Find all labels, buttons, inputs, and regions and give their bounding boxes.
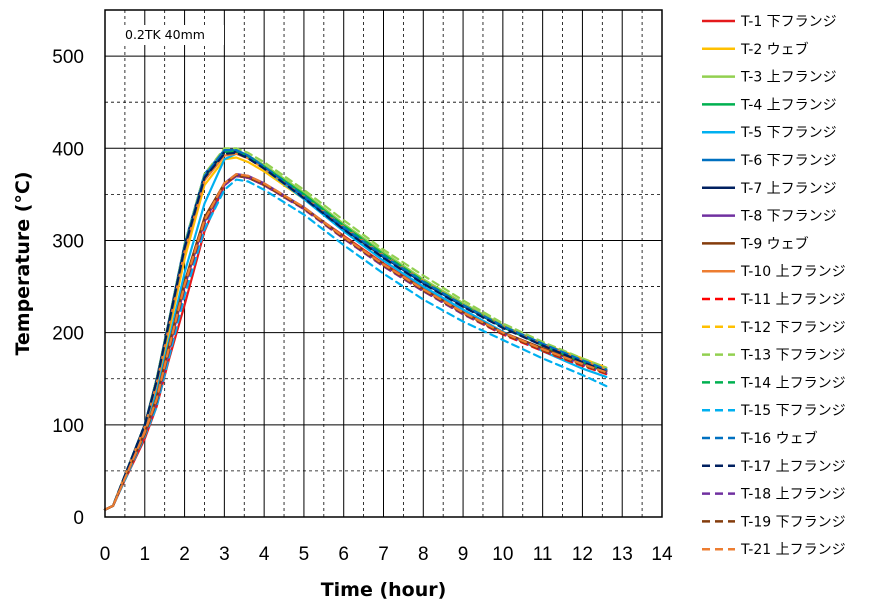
chart-annotation: 0.2TK 40mm bbox=[125, 27, 205, 42]
grid bbox=[105, 10, 662, 517]
legend-label: T-1 下フランジ bbox=[740, 14, 837, 30]
legend-label: T-3 上フランジ bbox=[740, 70, 837, 86]
legend-label: T-12 下フランジ bbox=[740, 320, 846, 336]
legend-item: T-15 下フランジ bbox=[702, 403, 846, 419]
legend-label: T-15 下フランジ bbox=[740, 403, 846, 419]
plot-area bbox=[103, 147, 608, 511]
series-line-T-7 bbox=[103, 150, 608, 511]
legend-label: T-19 下フランジ bbox=[740, 514, 846, 530]
annotation-background bbox=[120, 25, 224, 45]
legend-item: T-11 上フランジ bbox=[702, 292, 846, 308]
legend-item: T-5 下フランジ bbox=[702, 125, 837, 141]
legend-item: T-19 下フランジ bbox=[702, 514, 846, 530]
x-tick-label: 6 bbox=[338, 544, 349, 565]
legend-item: T-4 上フランジ bbox=[702, 97, 837, 113]
legend-item: T-10 上フランジ bbox=[702, 264, 846, 280]
series-line-T-19 bbox=[103, 173, 608, 511]
legend-item: T-9 ウェブ bbox=[702, 235, 809, 252]
plot-frame bbox=[104, 9, 663, 518]
legend-label: T-4 上フランジ bbox=[740, 97, 837, 113]
legend-label: T-7 上フランジ bbox=[740, 181, 837, 197]
x-tick-label: 13 bbox=[612, 544, 633, 565]
legend-item: T-17 上フランジ bbox=[702, 459, 846, 475]
legend-item: T-12 下フランジ bbox=[702, 320, 846, 336]
legend-label: T-21 上フランジ bbox=[740, 542, 846, 558]
legend-label: T-2 ウェブ bbox=[740, 41, 809, 58]
legend-item: T-6 下フランジ bbox=[702, 153, 837, 169]
x-tick-label: 7 bbox=[378, 544, 389, 565]
legend-item: T-14 上フランジ bbox=[702, 375, 846, 391]
legend-label: T-13 下フランジ bbox=[740, 348, 846, 364]
legend-label: T-18 上フランジ bbox=[740, 487, 846, 503]
x-tick-label: 5 bbox=[299, 544, 310, 565]
series-line-T-10 bbox=[103, 152, 608, 511]
legend-label: T-8 下フランジ bbox=[740, 209, 837, 225]
x-axis-title: Time (hour) bbox=[321, 579, 447, 601]
legend-item: T-3 上フランジ bbox=[702, 70, 837, 86]
x-tick-label: 10 bbox=[492, 544, 513, 565]
legend-item: T-1 下フランジ bbox=[702, 14, 837, 30]
legend-label: T-14 上フランジ bbox=[740, 375, 846, 391]
y-tick-label: 0 bbox=[73, 508, 84, 529]
x-tick-label: 4 bbox=[259, 544, 270, 565]
y-tick-label: 400 bbox=[52, 139, 84, 160]
series-line-T-14 bbox=[103, 149, 608, 511]
legend-label: T-5 下フランジ bbox=[740, 125, 837, 141]
legend-item: T-8 下フランジ bbox=[702, 209, 837, 225]
series-line-T-8 bbox=[103, 173, 608, 511]
y-tick-label: 300 bbox=[52, 231, 84, 252]
legend-item: T-16 ウェブ bbox=[702, 430, 818, 447]
series-line-T-2 bbox=[103, 156, 608, 511]
series-line-T-16 bbox=[103, 149, 608, 511]
series-line-T-9 bbox=[103, 174, 608, 511]
series-line-T-13 bbox=[103, 147, 608, 511]
x-tick-label: 1 bbox=[139, 544, 150, 565]
legend-label: T-16 ウェブ bbox=[740, 430, 818, 447]
legend-label: T-6 下フランジ bbox=[740, 153, 837, 169]
series-line-T-6 bbox=[103, 149, 608, 511]
legend-label: T-10 上フランジ bbox=[740, 264, 846, 280]
y-tick-label: 200 bbox=[52, 324, 84, 345]
legend-item: T-21 上フランジ bbox=[702, 542, 846, 558]
series-line-T-21 bbox=[103, 173, 608, 511]
legend: T-1 下フランジ T-2 ウェブ T-3 上フランジ T-4 上フランジ T-5 下フ… bbox=[702, 14, 846, 558]
x-tick-label: 9 bbox=[458, 544, 469, 565]
series-line-T-3 bbox=[103, 149, 608, 511]
y-tick-label: 500 bbox=[52, 47, 84, 68]
x-tick-label: 0 bbox=[100, 544, 111, 565]
x-tick-label: 8 bbox=[418, 544, 429, 565]
legend-item: T-7 上フランジ bbox=[702, 181, 837, 197]
x-tick-label: 3 bbox=[219, 544, 230, 565]
series-line-T-4 bbox=[103, 149, 608, 511]
x-tick-label: 12 bbox=[572, 544, 593, 565]
x-tick-label: 2 bbox=[179, 544, 190, 565]
legend-label: T-17 上フランジ bbox=[740, 459, 846, 475]
series-line-T-17 bbox=[103, 151, 608, 511]
legend-label: T-9 ウェブ bbox=[740, 235, 809, 252]
legend-item: T-18 上フランジ bbox=[702, 487, 846, 503]
y-tick-label: 100 bbox=[52, 416, 84, 437]
y-axis-title: Temperature (°C) bbox=[12, 171, 34, 355]
series-line-T-5 bbox=[103, 152, 608, 511]
series-line-T-12 bbox=[103, 173, 608, 511]
x-tick-label: 14 bbox=[651, 544, 673, 565]
legend-item: T-2 ウェブ bbox=[702, 41, 809, 58]
legend-label: T-11 上フランジ bbox=[740, 292, 846, 308]
x-tick-label: 11 bbox=[533, 544, 553, 565]
legend-item: T-13 下フランジ bbox=[702, 348, 846, 364]
